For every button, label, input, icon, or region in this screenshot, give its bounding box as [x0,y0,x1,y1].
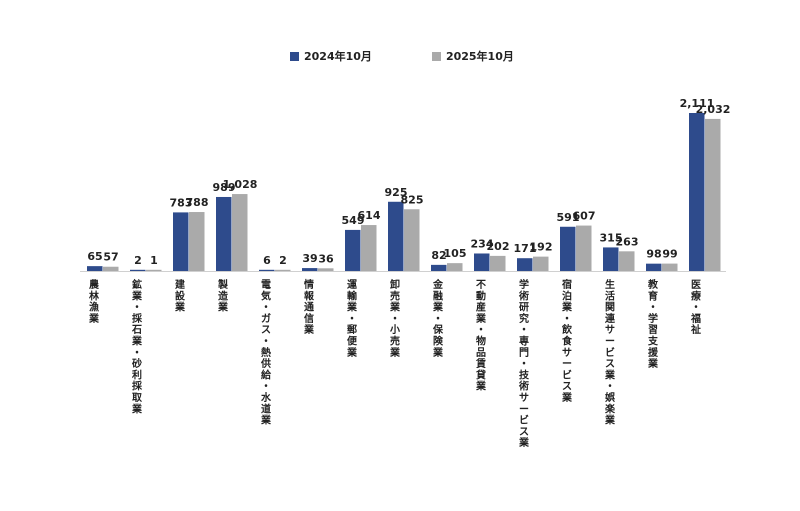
legend-label-2024: 2024年10月 [304,50,372,63]
value-label-2024-9: 234 [471,237,494,250]
value-label-2024-4: 6 [263,254,271,267]
category-label-9: 不動産業・物品賃貸業 [475,279,487,393]
legend-swatch-2024 [290,51,299,61]
value-label-2024-2: 783 [170,196,193,209]
bar-2024-3 [216,196,232,271]
bar-2024-11 [560,226,576,271]
value-label-2024-8: 82 [431,249,446,262]
category-label-13: 教育・学習支援業 [647,278,659,370]
value-label-2025-0: 57 [103,251,118,264]
value-label-2025-10: 192 [530,241,553,254]
value-label-2025-2: 788 [186,196,209,209]
bar-2025-3 [232,194,248,271]
category-label-3: 製造業 [217,278,229,314]
value-label-2025-7: 825 [401,193,424,206]
bar-2024-12 [603,247,619,271]
value-label-2025-12: 263 [616,235,639,248]
category-label-2: 建設業 [174,278,186,314]
bar-2024-13 [646,263,662,271]
category-label-10: 学術研究・専門・技術サービス業 [518,278,530,449]
bar-2024-5 [302,268,318,271]
value-label-2024-1: 2 [134,254,142,267]
bar-2025-10 [533,256,549,271]
category-label-14: 医療・福祉 [690,279,701,336]
value-label-2024-5: 39 [302,252,317,265]
bar-2024-8 [431,264,447,271]
value-label-2025-6: 614 [358,209,381,222]
category-label-8: 金融業・保険業 [432,278,444,359]
bar-2025-13 [662,263,678,271]
value-label-2025-3: 1,028 [223,178,258,191]
category-label-12: 生活関連サービス業・娯楽業 [604,278,616,427]
legend: 2024年10月 2025年10月 [290,48,514,64]
category-label-0: 農林漁業 [88,278,100,325]
bar-2025-7 [404,209,420,271]
legend-swatch-2025 [431,51,441,61]
value-label-2025-8: 105 [444,247,467,260]
value-label-2024-7: 925 [385,186,408,199]
value-label-2025-1: 1 [150,254,158,267]
value-label-2025-5: 36 [318,252,334,265]
bar-2025-5 [318,268,334,271]
bar-2025-2 [189,212,205,271]
value-label-2025-14: 2,032 [696,103,731,116]
bar-2025-11 [576,225,592,271]
bar-2025-14 [705,118,721,271]
category-label-5: 情報通信業 [303,278,315,336]
bar-2024-10 [517,258,533,271]
value-label-2024-14: 2,111 [680,97,715,110]
value-label-2024-11: 591 [557,211,580,224]
value-label-2025-11: 607 [573,210,596,223]
category-label-4: 電気・ガス・熱供給・水道業 [260,279,272,427]
bar-2025-6 [361,225,377,271]
bar-2025-9 [490,255,506,271]
bar-2025-1 [146,269,162,271]
value-label-2025-13: 99 [662,248,677,261]
bar-2024-7 [388,201,404,271]
bar-2025-8 [447,263,463,271]
bar-2024-4 [259,269,275,271]
value-label-2024-3: 989 [213,181,236,194]
bar-2024-6 [345,229,361,271]
value-label-2024-13: 98 [646,248,661,261]
legend-label-2025: 2025年10月 [445,50,514,63]
bar-2024-9 [474,253,490,271]
bar-2024-14 [689,113,705,271]
category-label-7: 卸売業・小売業 [389,278,401,359]
category-label-11: 宿泊業・飲食サービス業 [561,278,573,404]
bar-2024-2 [173,212,189,271]
bar-2025-12 [619,251,635,271]
bar-2025-0 [103,266,119,271]
bar-2024-0 [87,266,103,271]
bar-2024-1 [130,269,146,271]
legend-item-2024: 2024年10月 [290,48,372,64]
value-label-2024-0: 65 [87,250,102,263]
category-label-1: 鉱業・採石業・砂利採取業 [131,278,143,415]
value-label-2024-12: 315 [600,231,623,244]
bar-2025-4 [275,269,291,271]
legend-item-2025: 2025年10月 [431,48,514,64]
value-label-2024-10: 171 [514,242,537,255]
value-label-2025-4: 2 [279,254,287,267]
category-label-6: 運輸業・郵便業 [346,279,358,359]
value-label-2025-9: 202 [487,240,510,253]
value-label-2024-6: 549 [342,214,365,227]
